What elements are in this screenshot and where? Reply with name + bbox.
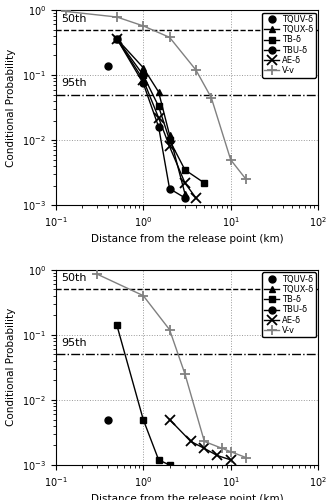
X-axis label: Distance from the release point (km): Distance from the release point (km) bbox=[91, 234, 283, 244]
AE-δ bbox=[168, 416, 172, 422]
Line: AE-δ: AE-δ bbox=[112, 34, 201, 202]
V-v bbox=[209, 94, 213, 100]
AE-δ bbox=[183, 180, 187, 186]
TB-δ bbox=[141, 72, 145, 78]
AE-δ bbox=[202, 446, 206, 452]
Line: V-v: V-v bbox=[61, 6, 251, 184]
AE-δ bbox=[229, 457, 233, 463]
TB-δ bbox=[115, 322, 119, 328]
TB-δ bbox=[157, 104, 161, 110]
Line: TB-δ: TB-δ bbox=[113, 322, 173, 468]
TQUX-δ bbox=[168, 132, 172, 138]
AE-δ bbox=[189, 438, 193, 444]
Text: 50th: 50th bbox=[61, 14, 87, 24]
Line: TQUX-δ: TQUX-δ bbox=[113, 36, 188, 198]
AE-δ bbox=[194, 195, 198, 201]
TQUX-δ bbox=[157, 89, 161, 95]
TBU-δ bbox=[157, 124, 161, 130]
V-v bbox=[168, 34, 172, 40]
V-v bbox=[183, 371, 187, 377]
X-axis label: Distance from the release point (km): Distance from the release point (km) bbox=[91, 494, 283, 500]
V-v bbox=[220, 446, 224, 452]
Line: TB-δ: TB-δ bbox=[113, 36, 208, 186]
Text: 50th: 50th bbox=[61, 273, 87, 283]
V-v bbox=[229, 448, 233, 454]
Text: 95th: 95th bbox=[61, 338, 87, 348]
TQUX-δ bbox=[115, 36, 119, 42]
V-v bbox=[141, 292, 145, 298]
TBU-δ bbox=[183, 195, 187, 201]
AE-δ bbox=[168, 144, 172, 150]
V-v bbox=[168, 326, 172, 332]
TB-δ bbox=[157, 457, 161, 463]
Y-axis label: Conditional Probability: Conditional Probability bbox=[7, 48, 16, 167]
Line: TBU-δ: TBU-δ bbox=[113, 36, 188, 202]
V-v bbox=[229, 157, 233, 163]
V-v bbox=[95, 272, 99, 278]
TB-δ bbox=[141, 416, 145, 422]
V-v bbox=[202, 438, 206, 444]
TBU-δ bbox=[168, 186, 172, 192]
Legend: TQUV-δ, TQUX-δ, TB-δ, TBU-δ, AE-δ, V-v: TQUV-δ, TQUX-δ, TB-δ, TBU-δ, AE-δ, V-v bbox=[262, 272, 316, 338]
AE-δ bbox=[115, 36, 119, 42]
TB-δ bbox=[115, 36, 119, 42]
TB-δ bbox=[202, 180, 206, 186]
Legend: TQUV-δ, TQUX-δ, TB-δ, TBU-δ, AE-δ, V-v: TQUV-δ, TQUX-δ, TB-δ, TBU-δ, AE-δ, V-v bbox=[262, 12, 316, 78]
TBU-δ bbox=[115, 36, 119, 42]
TBU-δ bbox=[141, 80, 145, 86]
V-v bbox=[115, 14, 119, 20]
Y-axis label: Conditional Probability: Conditional Probability bbox=[7, 308, 16, 426]
TB-δ bbox=[168, 462, 172, 468]
TQUX-δ bbox=[183, 191, 187, 197]
V-v bbox=[244, 454, 248, 460]
TB-δ bbox=[168, 137, 172, 143]
V-v bbox=[64, 8, 68, 14]
Line: AE-δ: AE-δ bbox=[165, 414, 236, 465]
Line: V-v: V-v bbox=[92, 270, 251, 462]
AE-δ bbox=[157, 115, 161, 121]
Text: 95th: 95th bbox=[61, 78, 87, 88]
TQUX-δ bbox=[141, 64, 145, 70]
V-v bbox=[194, 67, 198, 73]
AE-δ bbox=[215, 452, 219, 458]
V-v bbox=[244, 176, 248, 182]
TB-δ bbox=[183, 167, 187, 173]
V-v bbox=[141, 23, 145, 29]
AE-δ bbox=[141, 76, 145, 82]
